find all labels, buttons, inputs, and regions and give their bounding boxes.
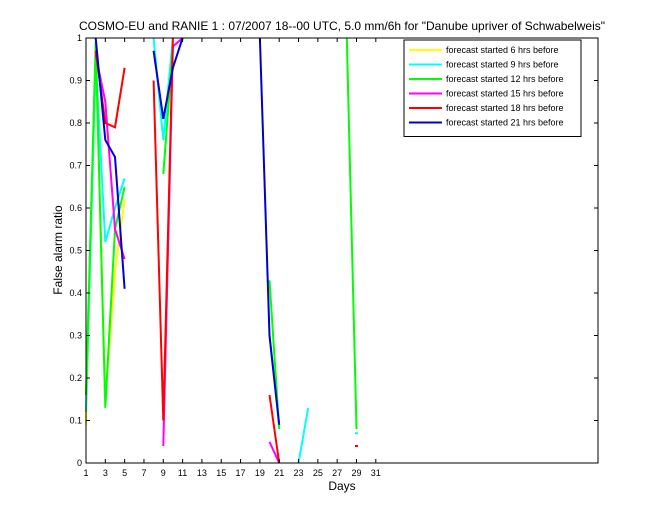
series-layer — [85, 37, 358, 464]
x-tick-label: 5 — [122, 468, 127, 478]
x-tick-label: 11 — [178, 468, 187, 478]
series-line-4-segment-1 — [152, 37, 174, 421]
series-line-5-segment-0 — [94, 37, 126, 289]
x-tick-label: 25 — [313, 468, 323, 478]
x-tick-label: 21 — [274, 468, 284, 478]
x-tick-label: 9 — [161, 468, 166, 478]
x-tick-label: 3 — [103, 468, 108, 478]
series-line-4-segment-2 — [268, 394, 281, 464]
y-tick-label: 0 — [77, 458, 82, 468]
x-tick-label: 13 — [197, 468, 207, 478]
x-tick-label: 17 — [236, 468, 246, 478]
y-tick-label: 0.6 — [69, 203, 82, 213]
x-tick-label: 23 — [294, 468, 304, 478]
x-tick-label: 15 — [216, 468, 226, 478]
y-tick-label: 0.9 — [69, 76, 82, 86]
x-tick-label: 19 — [255, 468, 265, 478]
legend-label-0: forecast started 6 hrs before — [446, 45, 559, 55]
legend-label-3: forecast started 15 hrs before — [446, 89, 564, 99]
tick-labels: 1 3 5 7 9 11 13 15 17 19 21 23 25 27 29 3100.10.20.30.4… — [69, 33, 380, 478]
series-line-3-segment-2 — [268, 441, 281, 464]
series-line-5-segment-2 — [258, 37, 281, 425]
y-tick-label: 1 — [77, 33, 82, 43]
legend-box — [403, 39, 582, 137]
x-tick-label: 1 — [83, 468, 88, 478]
y-tick-label: 0.3 — [69, 331, 82, 341]
y-axis-label: False alarm ratio — [51, 205, 65, 295]
chart-title: COSMO-EU and RANIE 1 : 07/2007 18--00 UT… — [79, 19, 605, 33]
x-tick-label: 27 — [332, 468, 342, 478]
series-line-1-segment-3 — [297, 407, 310, 464]
x-tick-label: 31 — [371, 468, 381, 478]
x-tick-label: 29 — [351, 468, 361, 478]
x-axis-label: Days — [328, 479, 355, 493]
y-tick-label: 0.5 — [69, 246, 82, 256]
x-tick-label: 7 — [141, 468, 146, 478]
y-tick-label: 0.4 — [69, 288, 82, 298]
legend-label-1: forecast started 9 hrs before — [446, 60, 559, 70]
axes-layer — [85, 37, 599, 464]
legend-label-2: forecast started 12 hrs before — [446, 74, 564, 84]
series-line-5-segment-1 — [152, 37, 184, 119]
y-tick-label: 0.1 — [69, 416, 82, 426]
legend-label-4: forecast started 18 hrs before — [446, 103, 564, 113]
series-line-2-segment-0 — [85, 42, 126, 408]
y-tick-label: 0.7 — [69, 161, 82, 171]
legend-label-5: forecast started 21 hrs before — [446, 118, 564, 128]
legend: forecast started 6 hrs before forecast st… — [403, 39, 582, 137]
y-tick-label: 0.8 — [69, 118, 82, 128]
y-tick-label: 0.2 — [69, 373, 82, 383]
series-line-2-segment-3 — [345, 37, 358, 430]
